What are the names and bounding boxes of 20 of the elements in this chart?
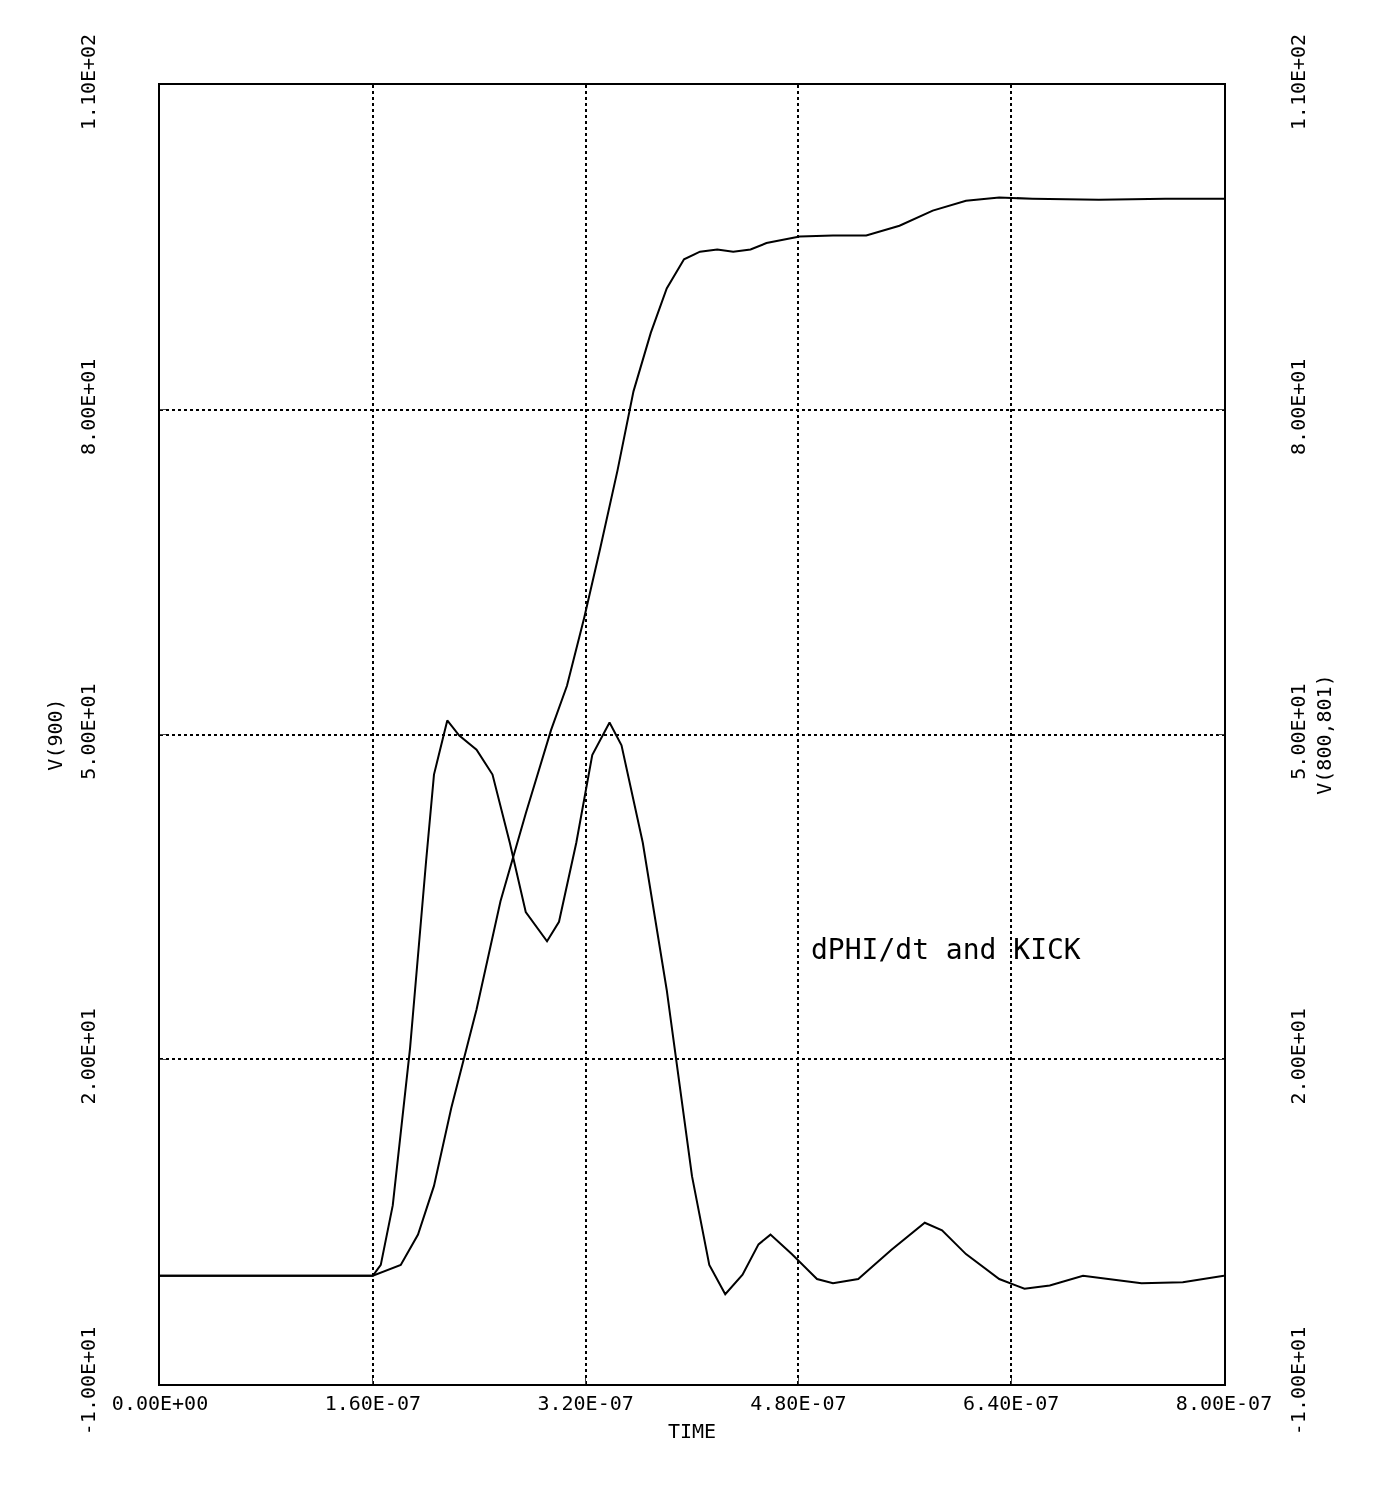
y-axis-title: V(900) xyxy=(43,698,67,771)
y-tick-label: 5.00E+01 xyxy=(76,683,100,780)
x-tick-label: 0.00E+00 xyxy=(111,1391,209,1415)
y2-tick-label: 2.00E+01 xyxy=(1286,1008,1310,1105)
y-tick-label: 8.00E+01 xyxy=(76,358,100,455)
y2-tick-label: 5.00E+01 xyxy=(1286,683,1310,780)
x-tick-label: 6.40E-07 xyxy=(963,1391,1060,1415)
x-tick-label: 1.60E-07 xyxy=(324,1391,421,1415)
y-tick-label: 2.00E+01 xyxy=(76,1008,100,1105)
y2-axis-title: V(800,801) xyxy=(1312,674,1336,795)
x-tick-label: 8.00E-07 xyxy=(1175,1391,1273,1415)
x-tick-label: 3.20E-07 xyxy=(537,1391,634,1415)
y2-tick-label: -1.00E+01 xyxy=(1286,1326,1310,1436)
x-axis-title: TIME xyxy=(667,1419,717,1443)
y2-tick-label: 1.10E+02 xyxy=(1286,33,1310,131)
annotation: dPHI/dt and KICK xyxy=(811,933,1081,966)
y2-tick-label: 8.00E+01 xyxy=(1286,358,1310,455)
x-tick-label: 4.80E-07 xyxy=(750,1391,847,1415)
y-tick-label: 1.10E+02 xyxy=(76,33,100,131)
y-tick-label: -1.00E+01 xyxy=(76,1326,100,1436)
